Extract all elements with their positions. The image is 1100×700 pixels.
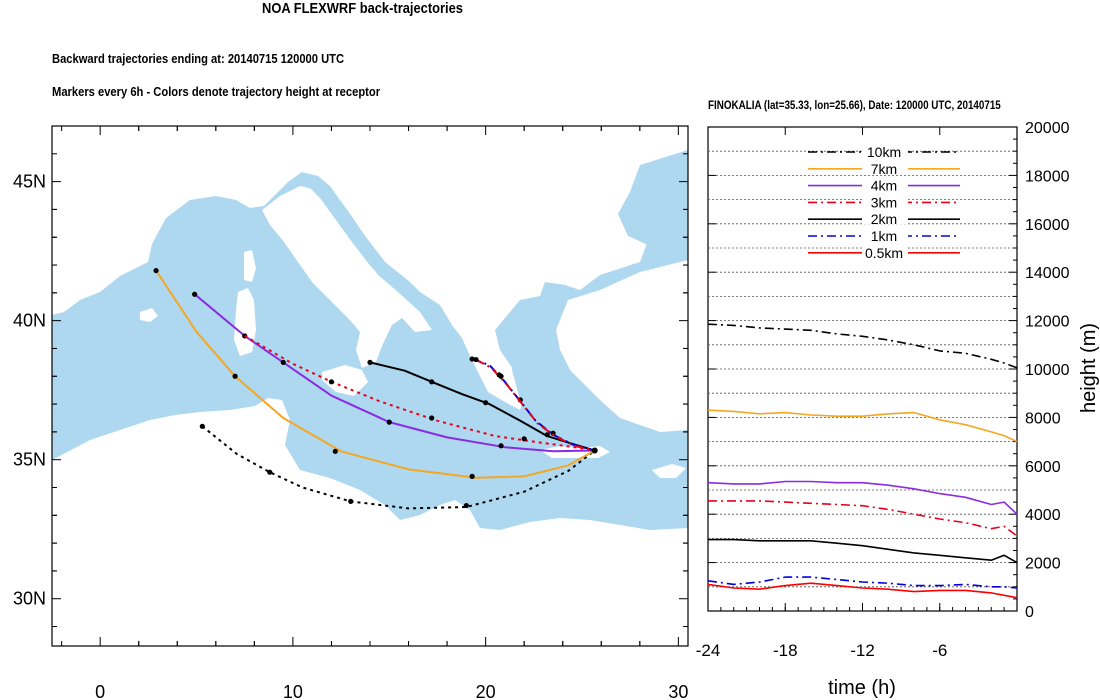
- sea-aegean: [512, 320, 598, 430]
- profile-grid: [708, 150, 1017, 588]
- profile-y-tick-label: 0: [1025, 604, 1034, 621]
- map-y-tick-label: 45N: [13, 172, 46, 192]
- land-sicily: [322, 365, 368, 396]
- receptor-marker: [591, 447, 598, 454]
- profile-y-tick-label: 12000: [1025, 314, 1070, 331]
- land-north-africa: [52, 398, 688, 646]
- profile-y-tick-label: 10000: [1025, 362, 1070, 379]
- legend-label-bg: [862, 195, 908, 208]
- map-x-tick-label: 30: [668, 682, 688, 700]
- legend-label-0.5km: 0.5km: [865, 245, 903, 261]
- sea-adriatic: [300, 176, 420, 300]
- trajectory-marker: [153, 267, 159, 274]
- trajectory-marker: [498, 443, 504, 449]
- map-y-tick-label: 35N: [13, 450, 46, 470]
- profile-y-tick-label: 18000: [1025, 168, 1070, 185]
- profile-line-0.5km: [707, 582, 1018, 599]
- sea-black: [618, 150, 688, 250]
- profile-y-tick-label: 6000: [1025, 459, 1061, 476]
- legend-label-2km: 2km: [871, 211, 897, 227]
- map-x-tick-label: 0: [95, 682, 105, 700]
- land-europe: [52, 126, 688, 410]
- trajectory-marker: [386, 419, 392, 425]
- profile-line-3km: [708, 500, 1018, 537]
- map-x-tick-label: 20: [476, 682, 496, 700]
- map-trajectories: [153, 267, 598, 510]
- profile-line-1km: [707, 576, 1018, 589]
- trajectory-marker: [192, 291, 198, 297]
- legend-label-bg: [862, 245, 908, 258]
- map-x-tick-label: 10: [283, 682, 303, 700]
- map-y-tick-label: 40N: [13, 311, 46, 331]
- profile-y-tick-label: 4000: [1025, 507, 1061, 524]
- trajectory-1km: [471, 358, 595, 452]
- profile-line-10km: [707, 323, 1018, 369]
- trajectory-0.5km: [201, 425, 596, 510]
- profile-y-tick-label: 2000: [1025, 556, 1061, 573]
- legend-label-bg: [862, 145, 908, 157]
- trajectory-marker: [544, 432, 550, 438]
- trajectory-marker: [496, 372, 502, 378]
- trajectory-marker: [429, 415, 435, 421]
- trajectory-marker: [199, 423, 205, 429]
- map-y-tick-label: 30N: [13, 589, 46, 609]
- subtitle-markers: Markers every 6h - Colors denote traject…: [52, 84, 381, 99]
- trajectory-marker: [469, 356, 475, 362]
- profile-series: [707, 323, 1018, 599]
- trajectory-7km: [155, 270, 596, 479]
- trajectory-marker: [232, 373, 238, 379]
- land: [52, 126, 688, 646]
- trajectory-marker: [521, 436, 527, 442]
- legend-label-1km: 1km: [871, 228, 897, 244]
- profile-line-4km: [707, 480, 1018, 515]
- profile-x-tick-label: -12: [850, 641, 875, 660]
- profile-line-7km: [707, 409, 1018, 443]
- trajectory-marker: [332, 448, 338, 454]
- legend-label-4km: 4km: [871, 178, 897, 194]
- profile-line-2km: [708, 538, 1018, 564]
- trajectory-marker: [429, 379, 435, 385]
- profile-y-tick-label: 16000: [1025, 217, 1070, 234]
- trajectory-marker: [473, 356, 479, 363]
- trajectory-marker: [469, 473, 475, 479]
- profile-ticks: 0 2000 4000 6000 8000 10000 12000 14000 16000 180…: [696, 120, 1070, 660]
- profile-y-tick-label: 8000: [1025, 410, 1061, 427]
- legend-label-bg: [862, 161, 908, 174]
- land-italy: [262, 186, 432, 368]
- profile-y-tick-label: 20000: [1025, 120, 1070, 137]
- trajectory-marker: [267, 469, 273, 475]
- trajectory-marker: [348, 498, 354, 505]
- map-ticks: 0 10 20 30 30N 35N 40N 45N: [13, 125, 688, 700]
- x-axis-label: time (h): [828, 677, 896, 699]
- legend-label-7km: 7km: [871, 161, 897, 177]
- legend-label-3km: 3km: [871, 194, 897, 210]
- legend-label-10km: 10km: [867, 144, 901, 160]
- profile-x-tick-label: -18: [773, 641, 798, 660]
- profile-x-tick-label: -6: [932, 641, 947, 660]
- chart-title: NOA FLEXWRF back-trajectories: [262, 0, 463, 17]
- legend-label-bg: [862, 229, 908, 241]
- profile-x-tick-label: -24: [696, 641, 721, 660]
- land-balearics: [140, 308, 158, 322]
- legend-label-bg: [862, 178, 908, 191]
- trajectory-marker: [483, 400, 489, 406]
- subtitle-end-time: Backward trajectories ending at: 2014071…: [52, 51, 345, 66]
- land-anatolia: [556, 260, 688, 432]
- trajectory-marker: [280, 359, 286, 365]
- trajectory-0.5km: [475, 358, 595, 452]
- trajectory-3km: [244, 335, 595, 452]
- profile-title: FINOKALIA (lat=35.33, lon=25.66), Date: …: [708, 98, 1001, 112]
- land-corsica: [244, 250, 256, 282]
- trajectory-marker: [328, 379, 335, 385]
- y-axis-label: height (m): [1078, 323, 1100, 413]
- land-cyprus: [652, 464, 686, 478]
- trajectory-marker: [463, 502, 469, 509]
- trajectory-marker: [367, 359, 373, 365]
- legend-label-bg: [862, 212, 908, 225]
- map-background: [52, 126, 688, 646]
- profile-y-tick-label: 14000: [1025, 265, 1070, 282]
